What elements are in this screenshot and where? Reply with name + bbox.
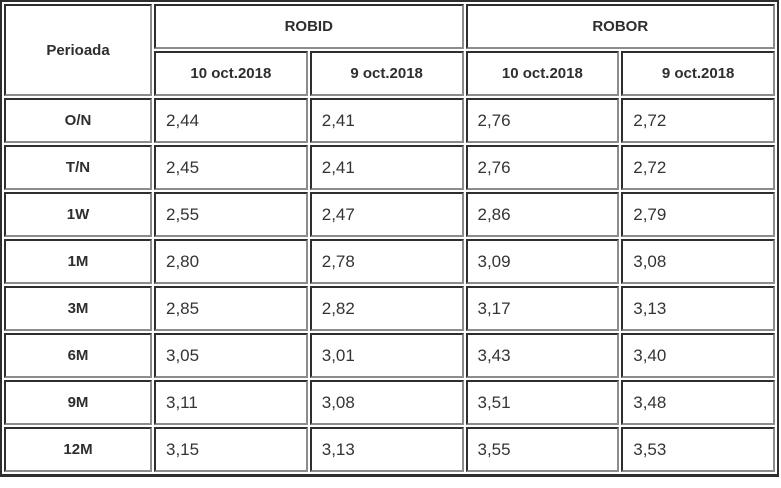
rate-value: 3,15 bbox=[154, 427, 308, 472]
interest-rates-table: Perioada ROBID ROBOR 10 oct.2018 9 oct.2… bbox=[0, 0, 779, 477]
group-header-robor: ROBOR bbox=[465, 4, 775, 49]
rate-value: 2,82 bbox=[309, 286, 464, 331]
period-label: O/N bbox=[4, 98, 152, 143]
rate-value: 2,86 bbox=[465, 192, 620, 237]
rate-value: 2,72 bbox=[621, 145, 775, 190]
rate-value: 3,08 bbox=[309, 380, 464, 425]
rate-value: 3,13 bbox=[309, 427, 464, 472]
table-row: 1W 2,55 2,47 2,86 2,79 bbox=[4, 192, 775, 237]
date-header-row: 10 oct.2018 9 oct.2018 10 oct.2018 9 oct… bbox=[4, 51, 775, 96]
rate-value: 2,41 bbox=[309, 98, 464, 143]
rate-value: 3,48 bbox=[621, 380, 775, 425]
period-label: 1M bbox=[4, 239, 152, 284]
rate-value: 3,51 bbox=[465, 380, 620, 425]
corner-header-perioada: Perioada bbox=[4, 4, 152, 96]
group-header-robid: ROBID bbox=[154, 4, 464, 49]
table-row: T/N 2,45 2,41 2,76 2,72 bbox=[4, 145, 775, 190]
period-label: 12M bbox=[4, 427, 152, 472]
rate-value: 3,53 bbox=[621, 427, 775, 472]
date-header: 9 oct.2018 bbox=[309, 51, 464, 96]
rate-value: 3,17 bbox=[465, 286, 620, 331]
rate-value: 2,45 bbox=[154, 145, 308, 190]
group-header-row: Perioada ROBID ROBOR bbox=[4, 4, 775, 96]
rate-value: 3,43 bbox=[465, 333, 620, 378]
rate-value: 2,72 bbox=[621, 98, 775, 143]
period-label: 3M bbox=[4, 286, 152, 331]
table-row: 12M 3,15 3,13 3,55 3,53 bbox=[4, 427, 775, 472]
rate-value: 3,40 bbox=[621, 333, 775, 378]
rate-value: 2,85 bbox=[154, 286, 308, 331]
rate-value: 2,41 bbox=[309, 145, 464, 190]
rate-value: 2,76 bbox=[465, 98, 620, 143]
rate-value: 3,05 bbox=[154, 333, 308, 378]
period-label: T/N bbox=[4, 145, 152, 190]
date-header: 9 oct.2018 bbox=[621, 51, 775, 96]
table-row: 6M 3,05 3,01 3,43 3,40 bbox=[4, 333, 775, 378]
rate-value: 2,79 bbox=[621, 192, 775, 237]
rate-value: 2,47 bbox=[309, 192, 464, 237]
rates-table-body: O/N 2,44 2,41 2,76 2,72 T/N 2,45 2,41 2,76 2,72 1W… bbox=[4, 98, 775, 472]
period-label: 1W bbox=[4, 192, 152, 237]
table-row: 1M 2,80 2,78 3,09 3,08 bbox=[4, 239, 775, 284]
period-label: 6M bbox=[4, 333, 152, 378]
rate-value: 3,13 bbox=[621, 286, 775, 331]
rate-value: 3,55 bbox=[465, 427, 620, 472]
rate-value: 3,11 bbox=[154, 380, 308, 425]
table-row: 3M 2,85 2,82 3,17 3,13 bbox=[4, 286, 775, 331]
rate-value: 3,01 bbox=[309, 333, 464, 378]
table-header: Perioada ROBID ROBOR 10 oct.2018 9 oct.2… bbox=[4, 4, 775, 96]
table-row: O/N 2,44 2,41 2,76 2,72 bbox=[4, 98, 775, 143]
rate-value: 3,08 bbox=[621, 239, 775, 284]
date-header: 10 oct.2018 bbox=[465, 51, 620, 96]
rate-value: 2,78 bbox=[309, 239, 464, 284]
rate-value: 2,80 bbox=[154, 239, 308, 284]
rate-value: 2,76 bbox=[465, 145, 620, 190]
date-header: 10 oct.2018 bbox=[154, 51, 308, 96]
rate-value: 2,44 bbox=[154, 98, 308, 143]
rate-value: 2,55 bbox=[154, 192, 308, 237]
table-row: 9M 3,11 3,08 3,51 3,48 bbox=[4, 380, 775, 425]
period-label: 9M bbox=[4, 380, 152, 425]
rate-value: 3,09 bbox=[465, 239, 620, 284]
